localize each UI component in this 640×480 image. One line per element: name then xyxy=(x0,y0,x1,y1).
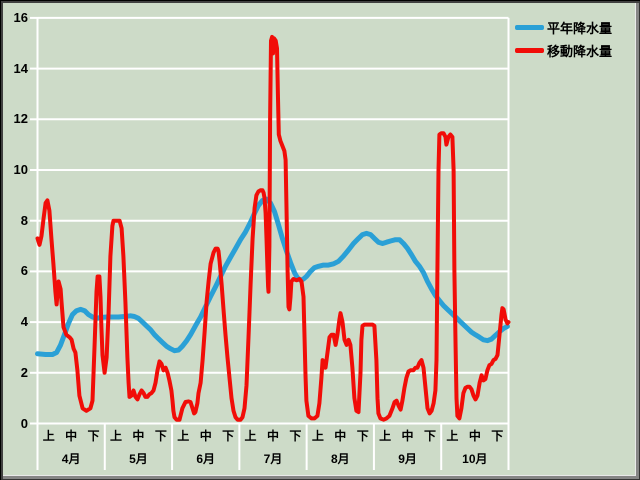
x-axis-month-label: 9月 xyxy=(398,452,417,466)
x-axis-period-label: 上 xyxy=(379,429,392,443)
y-axis-tick-label: 0 xyxy=(20,415,28,431)
x-axis-period-label: 上 xyxy=(446,429,459,443)
moving-precipitation-swatch xyxy=(515,48,544,53)
x-axis-period-label: 下 xyxy=(222,429,235,443)
moving-precipitation-line xyxy=(35,34,511,422)
legend-label-normal: 平年降水量 xyxy=(547,21,613,36)
x-axis-month-label: 8月 xyxy=(330,452,350,466)
x-axis-period-label: 下 xyxy=(87,429,100,443)
y-axis-tick-label: 12 xyxy=(13,111,28,127)
x-axis-month-label: 4月 xyxy=(61,452,81,466)
x-axis-period-label: 中 xyxy=(334,429,347,443)
x-axis-period-label: 下 xyxy=(491,429,504,443)
x-axis-period-label: 中 xyxy=(468,429,481,443)
x-axis-month-label: 6月 xyxy=(196,452,216,466)
x-axis-period-label: 中 xyxy=(401,429,414,443)
x-axis-period-label: 下 xyxy=(289,429,302,443)
y-axis-tick-label: 4 xyxy=(20,314,28,330)
x-axis-month-label: 10月 xyxy=(462,452,488,466)
x-axis-period-label: 上 xyxy=(311,429,324,443)
y-axis-tick-label: 14 xyxy=(13,60,28,76)
x-axis-period-label: 中 xyxy=(266,429,279,443)
y-axis-tick-label: 2 xyxy=(20,364,28,380)
x-axis-period-label: 下 xyxy=(154,429,167,443)
x-axis-month-label: 5月 xyxy=(129,452,148,466)
legend-item-normal: 平年降水量 xyxy=(515,16,612,39)
y-axis-tick-label: 6 xyxy=(20,263,28,279)
x-axis-month-label: 7月 xyxy=(263,452,283,466)
x-axis-period-label: 下 xyxy=(356,429,369,443)
legend-item-moving: 移動降水量 xyxy=(515,39,612,62)
legend: 平年降水量 移動降水量 xyxy=(515,16,612,62)
x-axis-period-label: 下 xyxy=(423,429,436,443)
x-axis-period-label: 上 xyxy=(109,429,122,443)
x-axis-period-label: 上 xyxy=(177,429,190,443)
x-axis-period-label: 中 xyxy=(199,429,212,443)
x-axis-period-label: 上 xyxy=(244,429,257,443)
normal-precipitation-swatch xyxy=(515,25,544,30)
y-axis-tick-label: 8 xyxy=(20,212,28,228)
x-axis-period-label: 上 xyxy=(42,429,55,443)
x-axis-period-label: 中 xyxy=(65,429,78,443)
y-axis-tick-label: 16 xyxy=(13,9,28,25)
y-axis-tick-label: 10 xyxy=(13,162,28,177)
legend-label-moving: 移動降水量 xyxy=(547,44,613,59)
x-axis-period-label: 中 xyxy=(132,429,145,443)
